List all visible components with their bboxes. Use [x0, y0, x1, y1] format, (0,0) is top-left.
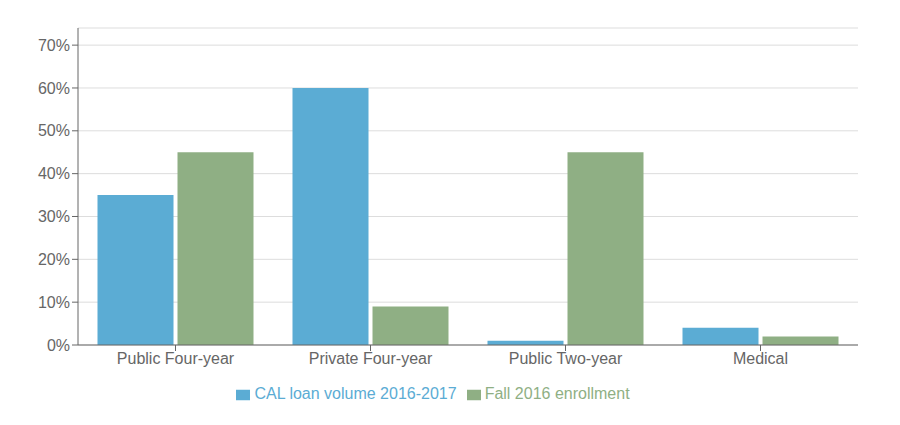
svg-text:40%: 40% — [38, 165, 70, 182]
svg-text:70%: 70% — [38, 37, 70, 54]
html-text:CAL loan volume 2016-2017: CAL loan volume 2016-2017 — [254, 385, 457, 402]
svg-text:Medical: Medical — [733, 350, 788, 367]
svg-text:50%: 50% — [38, 122, 70, 139]
svg-text:30%: 30% — [38, 208, 70, 225]
svg-text:Public Two-year: Public Two-year — [509, 350, 623, 367]
svg-text:Public Four-year: Public Four-year — [117, 350, 235, 367]
svg-text:Private Four-year: Private Four-year — [309, 350, 433, 367]
html-text:Fall 2016 enrollment: Fall 2016 enrollment — [484, 385, 630, 402]
svg-text:0%: 0% — [47, 337, 70, 354]
svg-text:20%: 20% — [38, 251, 70, 268]
svg-text:60%: 60% — [38, 80, 70, 97]
svg-text:10%: 10% — [38, 294, 70, 311]
